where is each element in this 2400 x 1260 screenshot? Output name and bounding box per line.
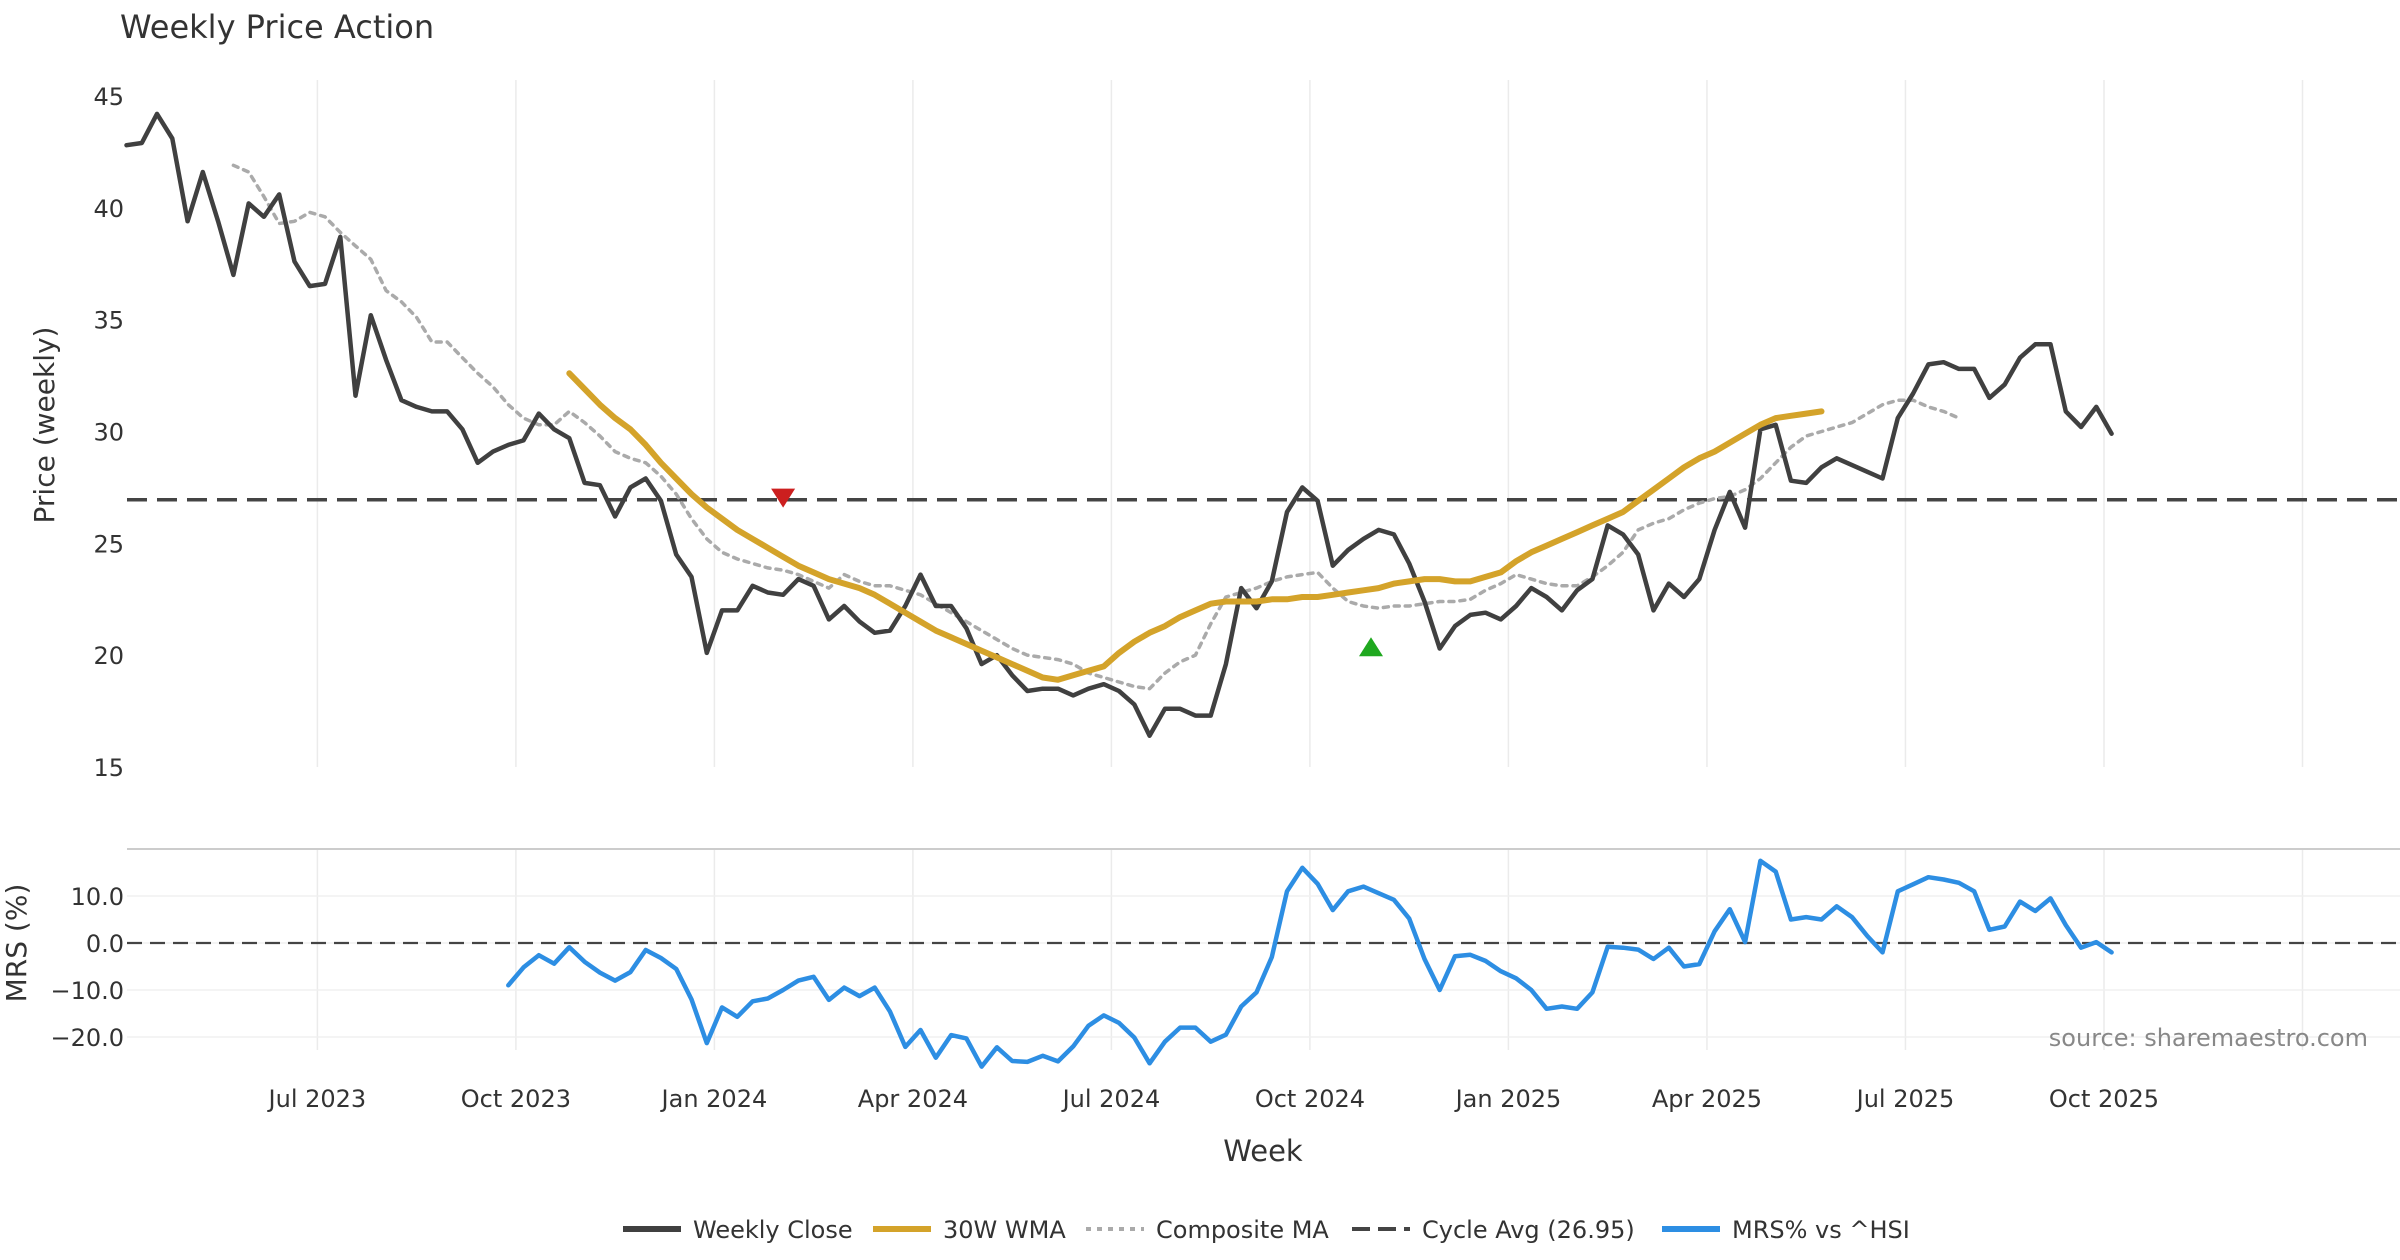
legend-item: Cycle Avg (26.95) bbox=[1352, 1216, 1635, 1244]
price-y-tick-label: 30 bbox=[93, 419, 124, 447]
signal-markers bbox=[771, 488, 1384, 657]
buy-signal-marker bbox=[1359, 637, 1384, 657]
mrs-y-tick-label: −20.0 bbox=[50, 1024, 124, 1052]
x-axis-label: Week bbox=[1223, 1134, 1303, 1168]
mrs-axis-label: MRS (%) bbox=[0, 884, 33, 1003]
grid-layer bbox=[127, 80, 2400, 1050]
legend-item: MRS% vs ^HSI bbox=[1662, 1216, 1910, 1244]
wma-30w-line bbox=[566, 370, 1825, 683]
legend-label: 30W WMA bbox=[943, 1216, 1066, 1244]
legend-item: 30W WMA bbox=[873, 1216, 1066, 1244]
price-y-tick-label: 20 bbox=[93, 642, 124, 670]
x-tick-label: Jan 2024 bbox=[660, 1085, 768, 1113]
x-tick-label: Oct 2025 bbox=[2049, 1085, 2159, 1113]
x-tick-label: Oct 2024 bbox=[1255, 1085, 1365, 1113]
weekly-close-line bbox=[124, 111, 2114, 738]
x-tick-label: Apr 2025 bbox=[1652, 1085, 1762, 1113]
x-tick-label: Jul 2024 bbox=[1061, 1085, 1161, 1113]
x-tick-label: Oct 2023 bbox=[461, 1085, 571, 1113]
reference-lines bbox=[127, 497, 2400, 945]
mrs-line bbox=[506, 858, 2114, 1069]
legend: Weekly Close 30W WMA Composite MA Cycle Avg… bbox=[623, 1216, 1910, 1244]
price-y-tick-label: 15 bbox=[93, 754, 124, 782]
mrs-y-tick-label: −10.0 bbox=[50, 977, 124, 1005]
legend-label: Cycle Avg (26.95) bbox=[1422, 1216, 1635, 1244]
price-y-tick-label: 25 bbox=[93, 530, 124, 558]
legend-label: MRS% vs ^HSI bbox=[1732, 1216, 1910, 1244]
legend-label: Weekly Close bbox=[693, 1216, 853, 1244]
price-y-tick-label: 40 bbox=[93, 195, 124, 223]
legend-item: Weekly Close bbox=[623, 1216, 853, 1244]
legend-item: Composite MA bbox=[1086, 1216, 1329, 1244]
chart-title: Weekly Price Action bbox=[120, 8, 434, 46]
x-tick-label: Jul 2023 bbox=[267, 1085, 367, 1113]
axis-layer: Jul 2023 Oct 2023 Jan 2024 Apr 2024 Jul 2024… bbox=[50, 83, 2159, 1113]
price-axis-label: Price (weekly) bbox=[28, 327, 61, 524]
composite-ma-line bbox=[231, 163, 1961, 691]
series-layer bbox=[124, 111, 2114, 1069]
sell-signal-marker bbox=[771, 488, 796, 508]
price-y-tick-label: 45 bbox=[93, 83, 124, 111]
x-tick-label: Jul 2025 bbox=[1855, 1085, 1955, 1113]
x-tick-label: Jan 2025 bbox=[1454, 1085, 1562, 1113]
price-y-tick-label: 35 bbox=[93, 307, 124, 335]
legend-label: Composite MA bbox=[1156, 1216, 1329, 1244]
mrs-y-tick-label: 0.0 bbox=[86, 930, 124, 958]
source-annotation: source: sharemaestro.com bbox=[2049, 1024, 2368, 1052]
mrs-y-tick-label: 10.0 bbox=[71, 883, 124, 911]
x-tick-label: Apr 2024 bbox=[858, 1085, 968, 1113]
